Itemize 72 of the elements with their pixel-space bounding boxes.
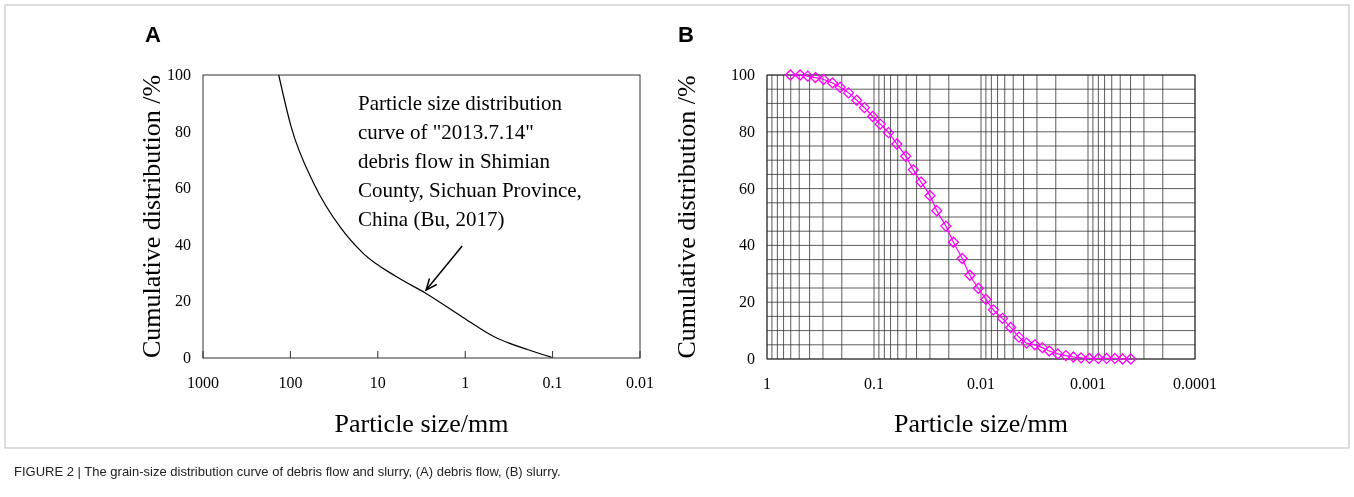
point (1052, 348, 1064, 360)
y-tick-label: 100 (731, 66, 755, 83)
x-tick-label: 0.01 (626, 374, 654, 391)
point (1116, 353, 1129, 365)
y-tick-label: 60 (175, 179, 191, 197)
caption: FIGURE 2 | The grain-size distribution curve of debris flow and slurry, (A) debris flow, (B) slurry. (14, 464, 561, 479)
point (940, 220, 952, 232)
point (987, 304, 1000, 316)
y-axis-title: Cumulative distribution /% (672, 75, 701, 359)
point (784, 69, 797, 81)
y-tick-label: 20 (739, 293, 755, 311)
point (956, 252, 968, 265)
point (874, 118, 886, 130)
chart-title: A (145, 22, 162, 47)
y-tick-label: 100 (167, 66, 191, 83)
point (1125, 353, 1137, 365)
point (1020, 337, 1033, 349)
chart-title: B (678, 22, 694, 47)
x-axis-title: Particle size/mm (893, 409, 1069, 438)
point (1029, 339, 1041, 351)
point (826, 77, 839, 89)
point (900, 150, 912, 162)
point (996, 312, 1009, 325)
point (907, 164, 919, 176)
y-tick-label: 40 (739, 236, 755, 254)
point (809, 71, 822, 84)
point (1013, 331, 1025, 343)
point (794, 69, 806, 81)
annotation: Particle size distribution curve of "2013.7.14" debris flow in Shimian County, Sichuan Province, China (Bu, 2017) (358, 91, 582, 231)
point (866, 110, 879, 123)
x-axis-title: Particle size/mm (334, 409, 509, 438)
point (947, 236, 960, 248)
point (931, 205, 943, 217)
y-tick-label: 0 (183, 349, 191, 366)
point (817, 73, 830, 86)
y-tick-label: 80 (739, 122, 755, 140)
point (1100, 352, 1113, 365)
y-tick-label: 0 (747, 350, 755, 367)
point (1036, 341, 1049, 354)
x-tick-label: 0.0001 (1173, 375, 1217, 392)
point (1075, 352, 1087, 364)
y-tick-label: 80 (175, 122, 191, 140)
point (1060, 349, 1072, 362)
point (1067, 351, 1080, 363)
x-tick-label: 0.001 (1070, 375, 1106, 392)
point (851, 94, 863, 106)
point (924, 190, 936, 202)
x-tick-label: 0.1 (542, 374, 563, 391)
point (1005, 321, 1017, 334)
point (1109, 352, 1121, 365)
y-tick-label: 60 (739, 179, 755, 197)
point (882, 127, 895, 139)
point (858, 102, 871, 114)
y-tick-label: 20 (175, 292, 191, 310)
y-axis-title: Cumulative distribution /% (137, 74, 166, 359)
x-tick-label: 1 (461, 374, 470, 391)
point (802, 70, 814, 82)
point (891, 138, 903, 150)
point (842, 87, 855, 99)
x-tick-label: 0.1 (864, 375, 884, 392)
x-tick-label: 1 (763, 375, 771, 392)
point (964, 269, 976, 281)
y-tick-label: 40 (175, 235, 191, 253)
point (834, 81, 846, 93)
x-tick-label: 100 (278, 374, 303, 391)
point (972, 282, 984, 294)
point (980, 293, 992, 306)
x-tick-label: 1000 (187, 374, 219, 391)
point (915, 176, 927, 188)
x-tick-label: 10 (369, 374, 386, 391)
point (1043, 345, 1055, 357)
x-tick-label: 0.01 (967, 375, 995, 392)
